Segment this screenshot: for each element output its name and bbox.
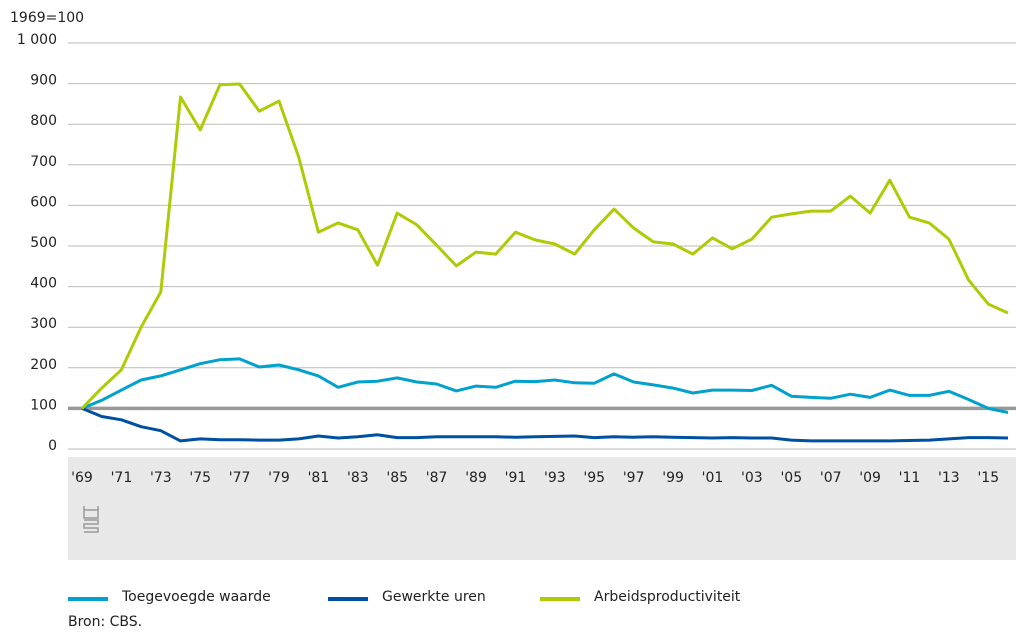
x-tick-label: '85 bbox=[386, 470, 408, 486]
logo bbox=[83, 506, 99, 533]
source: Bron: CBS. bbox=[68, 614, 142, 630]
y-tick-label: 500 bbox=[30, 235, 57, 251]
legend-label: Arbeidsproductiviteit bbox=[594, 589, 741, 605]
y-axis-label: 1969=100 bbox=[10, 10, 84, 26]
y-tick-label: 400 bbox=[30, 276, 57, 292]
y-tick-label: 1 000 bbox=[17, 32, 57, 48]
x-tick-label: '77 bbox=[229, 470, 251, 486]
x-tick-label: '95 bbox=[583, 470, 605, 486]
y-tick-label: 100 bbox=[30, 397, 57, 413]
x-tick-label: '05 bbox=[780, 470, 802, 486]
x-tick-label: '69 bbox=[71, 470, 93, 486]
x-tick-label: '71 bbox=[111, 470, 133, 486]
x-tick-label: '99 bbox=[662, 470, 684, 486]
x-tick-label: '83 bbox=[347, 470, 369, 486]
x-tick-label: '75 bbox=[189, 470, 211, 486]
x-tick-label: '09 bbox=[859, 470, 881, 486]
y-tick-label: 700 bbox=[30, 154, 57, 170]
x-tick-label: '01 bbox=[702, 470, 724, 486]
x-tick-label: '91 bbox=[505, 470, 527, 486]
x-tick-label: '73 bbox=[150, 470, 172, 486]
legend-label: Toegevoegde waarde bbox=[121, 589, 271, 605]
series-line bbox=[80, 82, 1009, 410]
x-tick-label: '13 bbox=[938, 470, 960, 486]
x-tick-label: '11 bbox=[899, 470, 921, 486]
y-tick-label: 600 bbox=[30, 194, 57, 210]
x-tick-label: '97 bbox=[623, 470, 645, 486]
series-line bbox=[81, 357, 1009, 414]
y-tick-label: 300 bbox=[30, 316, 57, 332]
x-tick-label: '03 bbox=[741, 470, 763, 486]
x-tick-label: '89 bbox=[465, 470, 487, 486]
x-tick-label: '07 bbox=[820, 470, 842, 486]
x-tick-label: '79 bbox=[268, 470, 290, 486]
y-tick-label: 800 bbox=[30, 113, 57, 129]
y-tick-label: 900 bbox=[30, 73, 57, 89]
axis-band bbox=[68, 457, 1016, 560]
x-tick-label: '93 bbox=[544, 470, 566, 486]
y-tick-label: 0 bbox=[48, 438, 57, 454]
x-tick-label: '81 bbox=[308, 470, 330, 486]
x-tick-label: '87 bbox=[426, 470, 448, 486]
series-line bbox=[81, 407, 1009, 443]
x-tick-label: '15 bbox=[977, 470, 999, 486]
legend-label: Gewerkte uren bbox=[382, 589, 486, 605]
y-tick-label: 200 bbox=[30, 357, 57, 373]
